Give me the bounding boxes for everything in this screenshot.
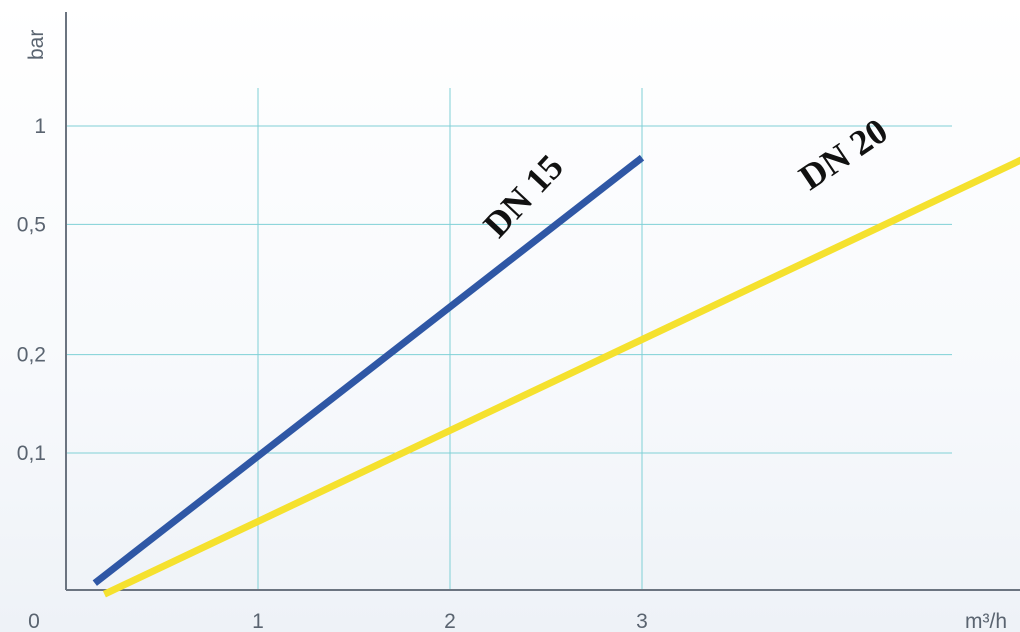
y-tick-label: 0,2 — [17, 344, 46, 367]
series-line-1 — [92, 154, 645, 586]
x-tick-label: 0 — [28, 610, 40, 632]
series-label-2: DN 20 — [792, 110, 895, 197]
x-tick-label: 2 — [444, 610, 456, 632]
y-axis-unit: bar — [25, 30, 48, 60]
x-axis-unit: m³/h — [965, 610, 1007, 632]
y-tick-label: 0,1 — [17, 442, 46, 465]
y-tick-label: 1 — [34, 115, 46, 138]
x-tick-label: 1 — [252, 610, 264, 632]
series-label-1: DN 15 — [476, 147, 571, 245]
x-tick-label: 3 — [636, 610, 648, 632]
y-tick-label: 0,5 — [17, 213, 46, 236]
series-line-2 — [102, 156, 1020, 598]
